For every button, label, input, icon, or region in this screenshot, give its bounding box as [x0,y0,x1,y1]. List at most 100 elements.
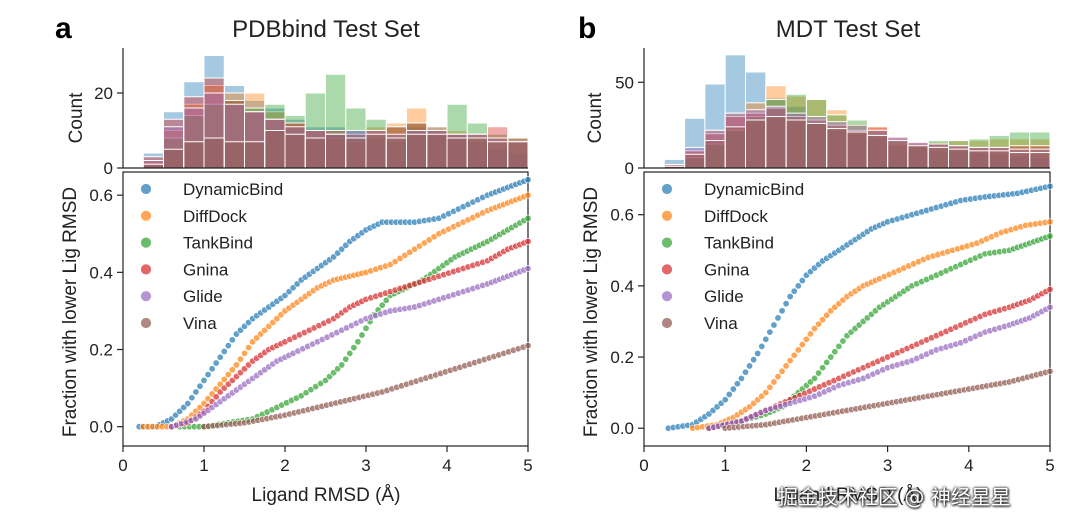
x-tick-label: 0 [118,456,127,475]
scatter-point [354,338,362,346]
scatter-frame [122,171,529,447]
scatter-point [204,371,212,379]
hist-y-axis-label: Count [66,92,87,143]
legend: DynamicBind DiffDock TankBind Gnina Glide Vin… [140,180,283,333]
chart-title: MDT Test Set [776,16,921,43]
scatter-point [729,385,737,393]
hist-y-tick-label: 0 [104,159,113,178]
scatter-point [524,264,532,272]
hist-bar [745,119,767,169]
scatter-point [386,261,394,269]
legend-label: DynamicBind [183,180,283,199]
x-tick-label: 5 [523,456,532,475]
scatter-point [733,380,741,388]
hist-bar [385,137,407,169]
scatter-point [362,324,370,332]
legend-marker [140,290,152,303]
legend-marker [661,209,673,222]
hist-bar [264,130,286,169]
scatter-plot: 0 1 2 3 4 5 0.0 0.2 0.4 0.6 DynamicBind DiffDock Tan… [610,171,1055,475]
scatter-point [420,239,428,247]
hist-bar [426,133,448,169]
scatter-point [346,349,354,357]
hist-bar [927,146,950,169]
scatter-point [782,362,790,370]
histogram-plot: 0 50 [615,48,1051,178]
scatter-point [312,383,320,391]
scatter-point [721,396,729,404]
scatter-plot: 0 1 2 3 4 5 0.0 0.2 0.4 0.6 DynamicBind DiffDock Tan… [89,171,533,475]
scatter-point [524,191,532,199]
hist-bar [765,116,787,169]
scatter-point [778,307,786,315]
hist-bar [406,133,428,169]
scatter-point [391,258,399,266]
scatter-point [338,361,346,369]
hist-bar [203,137,225,169]
scatter-point [770,378,778,386]
hist-bar [304,137,326,169]
scatter-point [212,393,220,401]
scatter-point [188,394,196,402]
scatter-point [1046,303,1054,311]
scatter-point [212,359,220,367]
x-tick-label: 4 [964,456,973,475]
x-tick-label: 0 [639,456,648,475]
scatter-point [737,374,745,382]
x-tick-label: 2 [280,456,289,475]
x-tick-label: 3 [361,456,370,475]
y-tick-label: 0.0 [89,418,113,437]
scatter-point [302,389,310,397]
scatter-point [762,389,770,397]
legend-label: Gnina [183,260,229,279]
scatter-point [245,344,253,352]
scatter-point [774,314,782,322]
hist-bar [466,137,488,169]
x-axis-label: Ligand RMSD (Å) [252,485,401,506]
scatter-point [750,356,758,364]
legend-label: TankBind [704,234,774,253]
scatter-point [806,330,814,338]
scatter-point [224,371,232,379]
y-tick-label: 0.6 [89,186,113,205]
scatter-point [396,254,404,262]
scatter-point [524,237,532,245]
scatter-point [798,277,806,285]
y-tick-label: 0.4 [89,263,113,282]
hist-bar [704,140,726,169]
scatter-point [524,342,532,350]
legend-label: DiffDock [704,207,768,226]
x-tick-label: 5 [1045,456,1054,475]
legend: DynamicBind DiffDock TankBind Gnina Glide Vin… [661,180,804,333]
scatter-point [823,358,831,366]
scatter-point [782,300,790,308]
scatter-point [811,374,819,382]
scatter-point [794,346,802,354]
scatter-point [1046,285,1054,293]
scatter-y-axis-label: Fraction with lower Lig RMSD [60,187,81,437]
scatter-point [192,388,200,396]
scatter-point [1046,232,1054,240]
scatter-point [762,335,770,343]
legend-label: TankBind [183,234,253,253]
hist-bar [244,141,266,169]
scatter-y-axis-label: Fraction with lower Lig RMSD [581,187,602,437]
scatter-point [232,361,240,369]
scatter-point [216,353,224,361]
legend-label: Glide [704,287,744,306]
legend-label: DynamicBind [704,180,804,199]
scatter-point [790,351,798,359]
legend-marker [140,209,152,222]
hist-bar [724,126,747,169]
scatter-point [786,357,794,365]
hist-y-tick-label: 20 [94,84,113,103]
scatter-point [741,368,749,376]
y-tick-label: 0.4 [610,277,634,296]
legend-label: Vina [183,314,217,333]
legend-label: Vina [704,314,738,333]
hist-bar [446,137,468,169]
hist-bar [968,150,990,169]
hist-bar [1008,152,1031,169]
scatter-point [766,328,774,336]
scatter-point [827,353,835,361]
